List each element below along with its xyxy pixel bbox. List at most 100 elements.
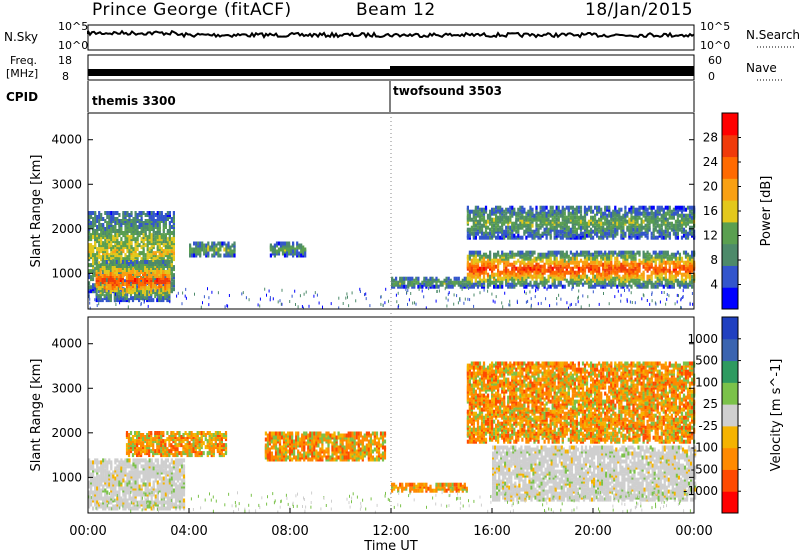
data-cell: [162, 298, 164, 302]
data-cell: [620, 276, 623, 281]
data-cell: [674, 278, 677, 283]
data-cell: [154, 294, 157, 299]
data-cell: [127, 282, 131, 287]
data-cell: [612, 233, 615, 238]
data-cell: [156, 211, 159, 215]
data-cell: [644, 223, 647, 228]
data-cell: [493, 227, 496, 232]
data-cell: [583, 260, 587, 265]
data-cell: [688, 209, 692, 214]
data-cell: [517, 258, 520, 263]
data-cell: [523, 252, 526, 257]
data-cell: [170, 271, 173, 276]
data-cell: [88, 263, 91, 268]
data-cell: [525, 227, 528, 232]
data-cell: [99, 268, 102, 272]
data-cell: [618, 280, 621, 285]
data-cell: [519, 205, 522, 210]
data-cell: [533, 250, 536, 255]
data-cell: [136, 231, 139, 235]
data-cell: [199, 241, 202, 246]
data-cell: [491, 280, 494, 285]
data-cell: [170, 249, 173, 254]
data-cell: [197, 241, 200, 246]
data-cell: [118, 470, 121, 475]
data-cell: [505, 211, 508, 216]
data-cell: [658, 250, 661, 255]
data-cell: [88, 504, 91, 509]
data-cell: [96, 247, 99, 252]
data-cell: [100, 213, 103, 217]
data-cell: [531, 258, 534, 263]
data-cell: [92, 283, 95, 288]
data-cell: [533, 229, 536, 234]
data-cell: [662, 284, 665, 289]
data-cell: [172, 215, 175, 219]
data-cell: [543, 211, 546, 216]
data-cell: [575, 227, 578, 232]
data-cell: [94, 468, 97, 473]
data-cell: [213, 245, 216, 250]
data-cell: [136, 235, 139, 240]
data-cell: [501, 227, 504, 232]
data-cell: [142, 264, 145, 268]
data-cell: [638, 250, 641, 255]
data-cell: [644, 215, 647, 220]
data-cell: [521, 282, 524, 287]
data-cell: [166, 211, 169, 215]
data-cell: [119, 284, 122, 289]
data-cell: [571, 209, 574, 214]
data-cell: [116, 277, 119, 282]
data-cell: [443, 278, 446, 283]
data-cell: [131, 290, 135, 295]
data-cell: [654, 280, 657, 285]
data-cell: [616, 252, 619, 257]
data-cell: [519, 252, 522, 257]
data-cell: [478, 250, 482, 255]
data-cell: [233, 253, 236, 258]
data-cell: [118, 476, 121, 481]
data-cell: [148, 225, 151, 229]
data-cell: [606, 231, 609, 236]
colorbar-tick-label: 4: [710, 278, 718, 292]
colorbar-swatch: [722, 287, 738, 310]
data-cell: [114, 458, 117, 463]
data-cell: [88, 275, 91, 280]
data-cell: [96, 500, 99, 505]
data-cell: [130, 219, 133, 223]
data-cell: [691, 292, 693, 295]
data-cell: [138, 282, 141, 287]
data-cell: [88, 458, 91, 463]
data-cell: [638, 205, 641, 210]
data-cell: [491, 217, 494, 222]
data-cell: [124, 227, 127, 231]
data-cell: [127, 305, 129, 309]
data-cell: [565, 231, 568, 236]
data-cell: [531, 252, 534, 257]
data-cell: [537, 274, 540, 279]
data-cell: [676, 278, 679, 283]
data-cell: [124, 458, 127, 463]
data-cell: [97, 297, 99, 301]
data-cell: [108, 263, 111, 268]
data-cell: [148, 282, 151, 287]
data-cell: [158, 266, 161, 270]
data-cell: [668, 254, 671, 259]
data-cell: [539, 268, 542, 273]
data-cell: [614, 256, 617, 261]
data-cell: [92, 273, 95, 278]
data-cell: [610, 250, 613, 255]
data-cell: [507, 252, 510, 257]
data-cell: [622, 260, 625, 265]
data-cell: [395, 276, 398, 281]
data-cell: [131, 276, 135, 280]
data-cell: [92, 490, 95, 495]
data-cell: [509, 235, 512, 240]
data-cell: [557, 276, 560, 281]
data-cell: [527, 264, 530, 269]
data-cell: [124, 235, 127, 240]
data-cell: [654, 250, 657, 255]
data-cell: [641, 297, 643, 301]
data-cell: [672, 274, 675, 279]
data-cell: [581, 231, 585, 236]
